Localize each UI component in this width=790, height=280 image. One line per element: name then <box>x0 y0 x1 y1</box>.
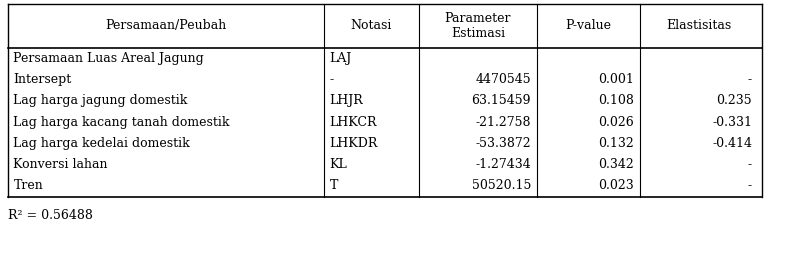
Text: Konversi lahan: Konversi lahan <box>13 158 108 171</box>
Text: 50520.15: 50520.15 <box>472 179 531 192</box>
Text: 0.235: 0.235 <box>717 94 752 107</box>
Text: -1.27434: -1.27434 <box>475 158 531 171</box>
Text: 0.342: 0.342 <box>598 158 634 171</box>
Text: 0.001: 0.001 <box>598 73 634 86</box>
Text: Notasi: Notasi <box>351 19 392 32</box>
Text: LHJR: LHJR <box>329 94 363 107</box>
Text: 63.15459: 63.15459 <box>472 94 531 107</box>
Text: LHKCR: LHKCR <box>329 116 377 129</box>
Text: Lag harga kedelai domestik: Lag harga kedelai domestik <box>13 137 190 150</box>
Text: -: - <box>329 73 333 86</box>
Text: P-value: P-value <box>566 19 611 32</box>
Text: -: - <box>748 179 752 192</box>
Text: Parameter
Estimasi: Parameter Estimasi <box>445 12 511 40</box>
Text: 0.108: 0.108 <box>598 94 634 107</box>
Text: -: - <box>748 73 752 86</box>
Text: Persamaan/Peubah: Persamaan/Peubah <box>105 19 227 32</box>
Text: -21.2758: -21.2758 <box>476 116 531 129</box>
Text: KL: KL <box>329 158 347 171</box>
Text: T: T <box>329 179 338 192</box>
Text: LHKDR: LHKDR <box>329 137 378 150</box>
Text: 0.026: 0.026 <box>598 116 634 129</box>
Text: R² = 0.56488: R² = 0.56488 <box>8 209 92 222</box>
Text: -0.331: -0.331 <box>712 116 752 129</box>
Text: Persamaan Luas Areal Jagung: Persamaan Luas Areal Jagung <box>13 52 204 65</box>
Text: Elastisitas: Elastisitas <box>667 19 732 32</box>
Text: 0.132: 0.132 <box>598 137 634 150</box>
Text: LAJ: LAJ <box>329 52 352 65</box>
Text: -53.3872: -53.3872 <box>476 137 531 150</box>
Text: 0.023: 0.023 <box>598 179 634 192</box>
Text: -0.414: -0.414 <box>712 137 752 150</box>
Text: Intersept: Intersept <box>13 73 72 86</box>
Text: Lag harga jagung domestik: Lag harga jagung domestik <box>13 94 188 107</box>
Text: Lag harga kacang tanah domestik: Lag harga kacang tanah domestik <box>13 116 230 129</box>
Text: 4470545: 4470545 <box>476 73 531 86</box>
Text: Tren: Tren <box>13 179 43 192</box>
Text: -: - <box>748 158 752 171</box>
